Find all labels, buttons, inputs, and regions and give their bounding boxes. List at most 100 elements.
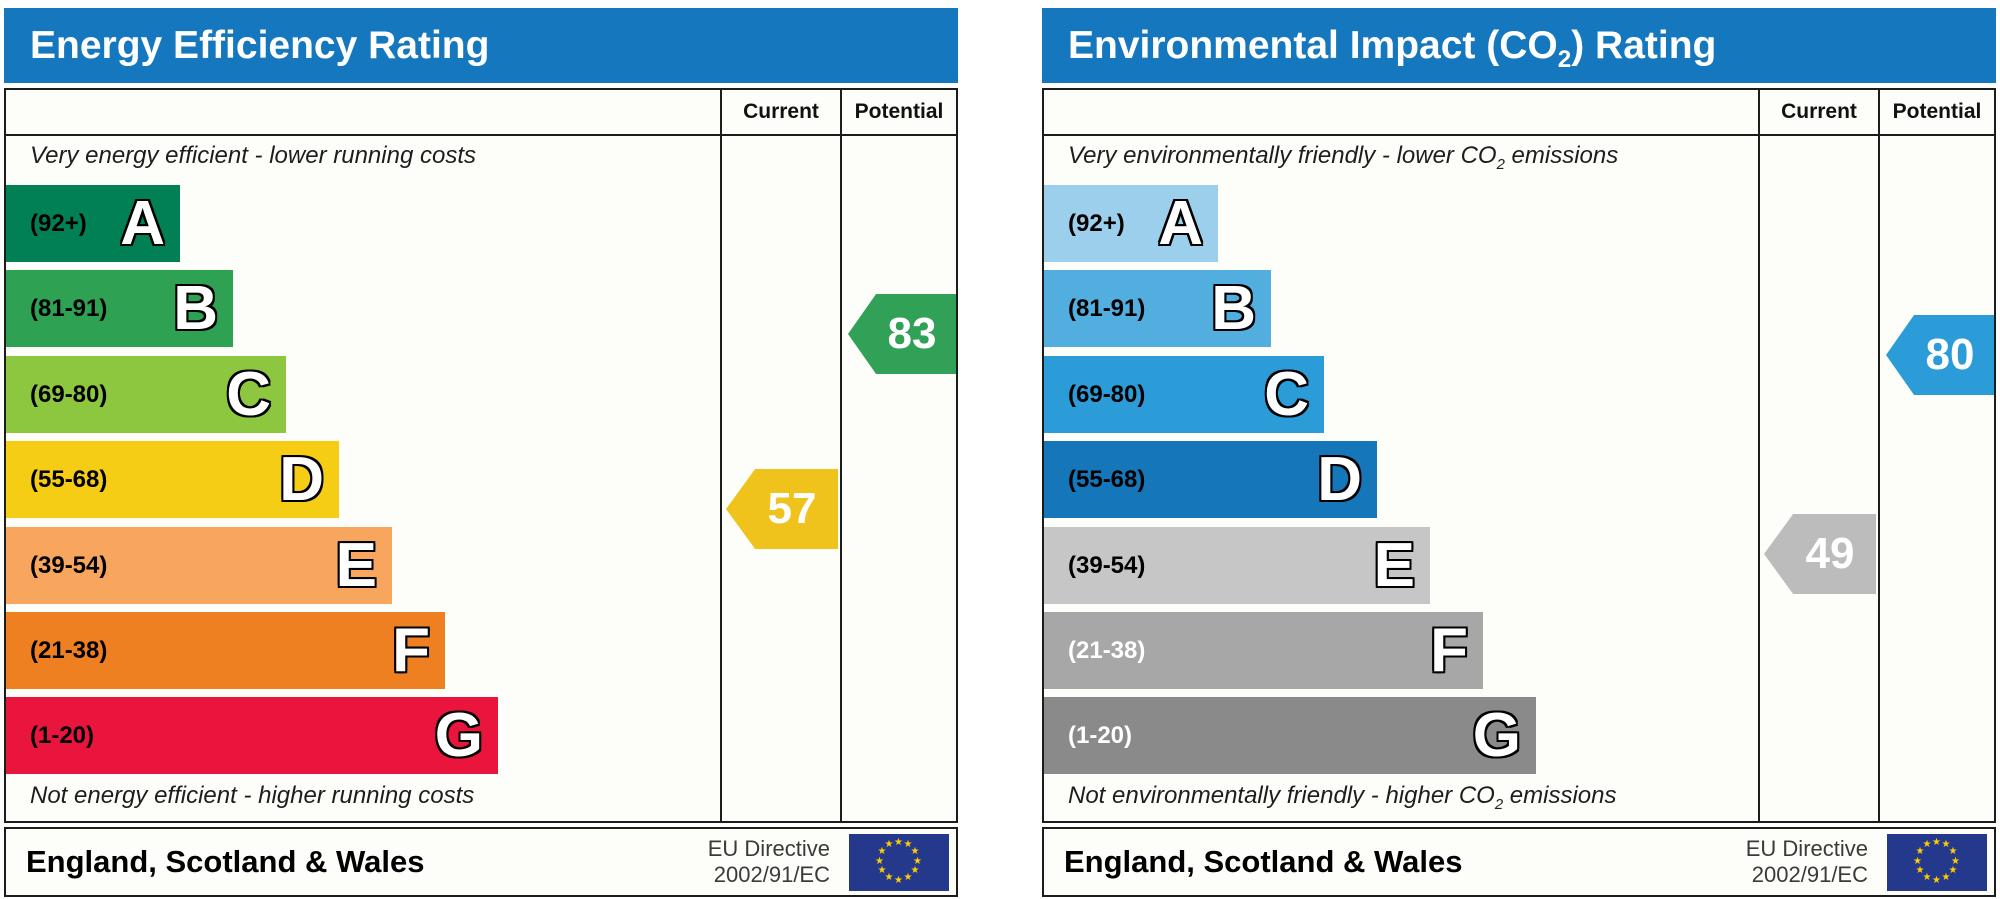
top-caption: Very environmentally friendly - lower CO…	[1068, 142, 1619, 173]
band-range: (55-68)	[30, 466, 108, 493]
table-header-row	[6, 90, 956, 136]
band-letter: D	[279, 445, 324, 514]
band-range: (92+)	[30, 210, 87, 237]
energy-efficiency-panel: Energy Efficiency Rating Current Potenti…	[4, 0, 958, 899]
band-range: (21-38)	[1068, 637, 1146, 664]
eu-star-icon: ★	[884, 839, 894, 851]
band-letter: C	[1264, 360, 1309, 429]
potential-rating-arrow: 80	[1886, 315, 1994, 395]
eu-directive-label: EU Directive 2002/91/EC	[707, 836, 830, 888]
potential-rating-value: 80	[1925, 330, 1975, 379]
band-range: (55-68)	[1068, 466, 1146, 493]
eu-star-icon: ★	[877, 846, 887, 857]
column-header-current: Current	[743, 100, 819, 123]
band-letter: C	[226, 360, 271, 429]
band-e: (39-54) E	[1044, 527, 1430, 604]
bottom-caption: Not environmentally friendly - higher CO…	[1068, 782, 1617, 813]
band-letter: E	[335, 531, 377, 600]
band-f: (21-38) F	[6, 612, 445, 689]
band-letter: B	[173, 274, 218, 343]
column-header-current: Current	[1781, 100, 1857, 123]
band-d: (55-68) D	[6, 441, 339, 518]
panel-title-sub: 2	[1557, 45, 1572, 73]
eu-star-icon: ★	[1922, 871, 1932, 883]
band-letter: F	[1430, 616, 1468, 685]
band-range: (39-54)	[1068, 552, 1146, 579]
potential-rating-value: 83	[887, 309, 937, 358]
eu-star-icon: ★	[1948, 846, 1958, 857]
band-range: (21-38)	[30, 637, 108, 664]
eu-star-icon: ★	[1941, 871, 1951, 883]
band-b: (81-91) B	[6, 270, 233, 347]
eu-star-icon: ★	[1932, 836, 1941, 848]
region-label: England, Scotland & Wales	[26, 844, 425, 879]
column-header-potential: Potential	[854, 100, 944, 123]
band-range: (1-20)	[1068, 722, 1133, 749]
eu-flag-icon: ★ ★ ★ ★ ★ ★ ★ ★ ★ ★ ★ ★	[1887, 834, 1987, 891]
band-letter: E	[1373, 531, 1415, 600]
table-header-row	[1044, 90, 1994, 136]
bottom-caption: Not energy efficient - higher running co…	[30, 782, 475, 809]
band-range: (39-54)	[30, 552, 108, 579]
current-column-divider	[720, 90, 722, 821]
band-g: (1-20) G	[6, 697, 498, 774]
eu-star-icon: ★	[913, 855, 922, 867]
band-range: (1-20)	[30, 722, 95, 749]
eu-star-icon: ★	[1922, 839, 1932, 851]
panel-title-text: Environmental Impact (CO	[1068, 24, 1558, 67]
panel-title: Environmental Impact (CO2) Rating	[1042, 8, 1996, 83]
eu-flag-icon: ★ ★ ★ ★ ★ ★ ★ ★ ★ ★ ★ ★	[849, 834, 949, 891]
current-column-divider	[1758, 90, 1760, 821]
band-letter: B	[1211, 274, 1256, 343]
panel-footer: England, Scotland & Wales EU Directive 2…	[4, 827, 958, 897]
eu-star-icon: ★	[1913, 855, 1922, 867]
eu-star-icon: ★	[910, 846, 920, 857]
eu-star-icon: ★	[884, 871, 894, 883]
current-rating-value: 49	[1805, 529, 1855, 578]
eu-star-icon: ★	[910, 865, 920, 876]
eu-star-icon: ★	[1948, 865, 1958, 876]
potential-rating-arrow: 83	[848, 294, 956, 374]
eu-star-icon: ★	[1915, 865, 1925, 876]
region-label: England, Scotland & Wales	[1064, 844, 1463, 879]
band-range: (69-80)	[1068, 381, 1146, 408]
eu-star-icon: ★	[1915, 846, 1925, 857]
band-range: (81-91)	[30, 295, 108, 322]
current-rating-arrow: 57	[726, 469, 838, 549]
panel-title-text: Energy Efficiency Rating	[30, 24, 490, 67]
band-letter: D	[1317, 445, 1362, 514]
potential-column-divider	[1878, 90, 1880, 821]
band-g: (1-20) G	[1044, 697, 1536, 774]
potential-column-divider	[840, 90, 842, 821]
band-a: (92+) A	[1044, 185, 1218, 262]
eu-star-icon: ★	[894, 836, 903, 848]
eu-star-icon: ★	[875, 855, 884, 867]
band-c: (69-80) C	[1044, 356, 1324, 433]
eu-directive-label: EU Directive 2002/91/EC	[1745, 836, 1868, 888]
panel-title-text-end: ) Rating	[1571, 24, 1717, 67]
eu-star-icon: ★	[894, 874, 903, 886]
eu-star-icon: ★	[1932, 874, 1941, 886]
rating-table: Current Potential Very energy efficient …	[4, 88, 958, 823]
band-c: (69-80) C	[6, 356, 286, 433]
eu-star-icon: ★	[1941, 839, 1951, 851]
eu-star-icon: ★	[1951, 855, 1960, 867]
eu-star-icon: ★	[877, 865, 887, 876]
band-range: (81-91)	[1068, 295, 1146, 322]
band-letter: G	[434, 701, 483, 770]
band-letter: F	[392, 616, 430, 685]
top-caption: Very energy efficient - lower running co…	[30, 142, 476, 169]
eu-star-icon: ★	[903, 839, 913, 851]
band-range: (92+)	[1068, 210, 1125, 237]
current-rating-arrow: 49	[1764, 514, 1876, 594]
panel-footer: England, Scotland & Wales EU Directive 2…	[1042, 827, 1996, 897]
band-letter: A	[1158, 189, 1203, 258]
current-rating-value: 57	[767, 484, 817, 533]
panel-title: Energy Efficiency Rating	[4, 8, 958, 83]
band-a: (92+) A	[6, 185, 180, 262]
band-f: (21-38) F	[1044, 612, 1483, 689]
environmental-impact-panel: Environmental Impact (CO2) Rating Curren…	[1042, 0, 1996, 899]
band-letter: A	[120, 189, 165, 258]
band-d: (55-68) D	[1044, 441, 1377, 518]
